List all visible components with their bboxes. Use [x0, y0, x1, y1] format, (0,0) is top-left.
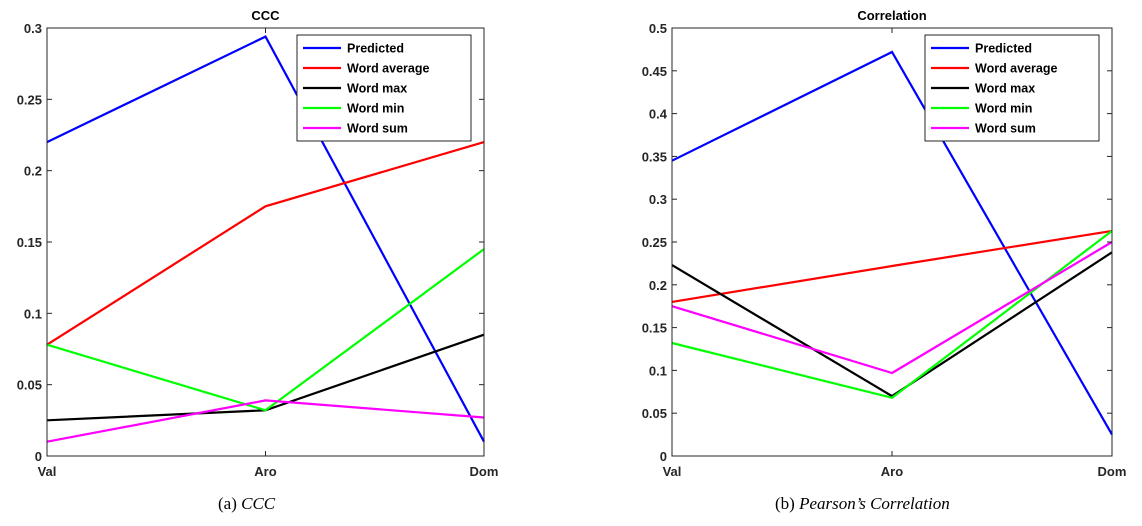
- legend-entry: Word max: [975, 82, 1035, 96]
- y-tick-label: 0: [660, 449, 667, 464]
- series-line-word-sum: [46, 399, 485, 443]
- y-tick-label: 0.45: [642, 64, 667, 79]
- x-tick-label: Dom: [1098, 464, 1127, 479]
- y-tick-label: 0.05: [17, 378, 42, 393]
- caption-correlation: (b) Pearson’s Correlation: [775, 494, 950, 514]
- legend-entry: Word max: [347, 82, 407, 96]
- correlation-line-chart: Correlation 0 0.05 0.1 0.15 0.2 0.25 0.3 0.35 0.4…: [642, 8, 1127, 479]
- legend-entry: Word min: [975, 102, 1032, 116]
- series-line-word-average: [46, 141, 485, 346]
- x-tick-label: Val: [663, 464, 682, 479]
- chart-title: CCC: [251, 8, 280, 23]
- y-tick-label: 0.25: [17, 92, 42, 107]
- y-tick-label: 0.05: [642, 406, 667, 421]
- y-tick-label: 0.25: [642, 235, 667, 250]
- series-line-word-average: [671, 229, 1113, 303]
- y-tick-label: 0.3: [649, 192, 667, 207]
- legend-entry: Predicted: [975, 42, 1032, 56]
- series-line-word-min: [46, 248, 485, 412]
- y-tick-label: 0.15: [642, 321, 667, 336]
- x-tick-label: Aro: [881, 464, 903, 479]
- y-tick-label: 0.3: [24, 21, 42, 36]
- y-tick-label: 0.15: [17, 235, 42, 250]
- x-tick-label: Dom: [470, 464, 499, 479]
- caption-label: (b): [775, 494, 795, 513]
- series-line-predicted: [46, 35, 485, 443]
- x-tick-label: Aro: [254, 464, 276, 479]
- legend-entry: Word average: [347, 62, 429, 76]
- chart-title: Correlation: [857, 8, 926, 23]
- chart-panel-correlation: Correlation 0 0.05 0.1 0.15 0.2 0.25 0.3 0.35 0.4…: [570, 0, 1130, 526]
- y-tick-label: 0.2: [24, 164, 42, 179]
- legend-entry: Word sum: [347, 122, 408, 136]
- caption-text: CCC: [241, 494, 276, 513]
- y-tick-label: 0.35: [642, 149, 667, 164]
- legend-entry: Predicted: [347, 42, 404, 56]
- y-tick-label: 0.4: [649, 107, 668, 122]
- caption-label: (a): [218, 494, 237, 513]
- legend: Predicted Word average Word max Word min Wor…: [924, 34, 1100, 142]
- x-tick-label: Val: [38, 464, 57, 479]
- y-tick-label: 0.2: [649, 278, 667, 293]
- y-tick-label: 0.5: [649, 21, 667, 36]
- legend-entry: Word average: [975, 62, 1057, 76]
- series-line-word-max: [671, 251, 1113, 398]
- legend: Predicted Word average Word max Word min Wor…: [296, 34, 472, 142]
- y-tick-label: 0.1: [24, 306, 42, 321]
- series-line-word-max: [46, 333, 485, 422]
- chart-panel-ccc: CCC 0 0.05 0.1 0.15 0.2 0.25 0.3 Val Aro Dom Predic…: [0, 0, 560, 526]
- legend-entry: Word min: [347, 102, 404, 116]
- y-tick-label: 0: [35, 449, 42, 464]
- series-line-word-sum: [671, 241, 1113, 375]
- caption-text: Pearson’s Correlation: [799, 494, 950, 513]
- series-line-predicted: [671, 50, 1113, 436]
- ccc-line-chart: CCC 0 0.05 0.1 0.15 0.2 0.25 0.3 Val Aro Dom Predic…: [17, 8, 499, 479]
- legend-entry: Word sum: [975, 122, 1036, 136]
- caption-ccc: (a) CCC: [218, 494, 275, 514]
- y-tick-label: 0.1: [649, 363, 667, 378]
